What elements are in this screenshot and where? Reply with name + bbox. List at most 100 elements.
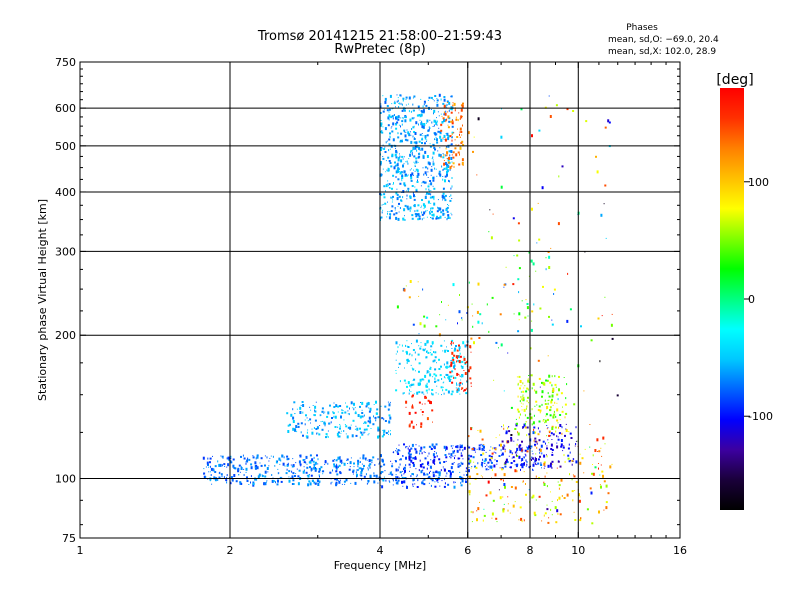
chart-title: Tromsø 20141215 21:58:00–21:59:43: [257, 29, 502, 44]
data-point: [397, 217, 400, 221]
data-point: [416, 451, 417, 452]
data-point: [288, 476, 290, 478]
data-point: [530, 374, 533, 377]
data-point: [391, 155, 394, 158]
data-point: [446, 103, 448, 106]
data-point: [442, 187, 445, 190]
data-point: [217, 460, 219, 463]
data-point: [378, 463, 380, 465]
data-point: [407, 381, 410, 385]
data-point: [369, 463, 372, 466]
data-point: [425, 396, 427, 399]
data-point: [434, 132, 437, 136]
data-point: [451, 186, 453, 188]
data-point: [526, 450, 529, 453]
data-point: [406, 446, 408, 447]
data-point: [441, 138, 443, 141]
data-point: [403, 468, 404, 471]
data-point: [310, 422, 311, 424]
data-point: [240, 467, 243, 470]
data-point: [432, 99, 434, 100]
data-point: [387, 201, 388, 203]
data-point: [416, 213, 419, 216]
data-point: [603, 203, 605, 205]
data-point: [358, 467, 360, 470]
data-point: [418, 146, 421, 150]
data-point: [517, 431, 519, 434]
data-point: [495, 517, 498, 520]
data-point: [343, 480, 346, 483]
data-point: [469, 459, 472, 463]
data-point: [454, 455, 456, 457]
data-point: [417, 353, 420, 356]
data-point: [259, 462, 261, 464]
data-point: [417, 114, 419, 117]
data-point: [397, 132, 399, 135]
data-point: [526, 446, 529, 450]
data-point: [292, 408, 294, 411]
data-point: [434, 463, 436, 465]
data-point: [431, 166, 433, 168]
data-point: [388, 114, 391, 118]
data-point: [250, 466, 253, 470]
data-point: [532, 463, 535, 467]
data-point: [402, 108, 405, 111]
data-point: [219, 463, 222, 467]
data-point: [552, 404, 554, 406]
data-point: [477, 282, 480, 286]
data-point: [556, 393, 559, 396]
data-point: [243, 457, 246, 460]
data-point: [395, 450, 397, 452]
data-point: [470, 510, 472, 513]
data-point: [421, 142, 423, 144]
data-point: [472, 325, 474, 328]
data-point: [384, 151, 387, 153]
data-point: [520, 468, 521, 471]
data-point: [515, 454, 517, 457]
data-point: [383, 418, 385, 421]
data-point: [464, 362, 466, 364]
y-tick-label: 750: [55, 56, 76, 69]
data-point: [439, 485, 441, 487]
data-point: [203, 475, 206, 479]
data-point: [501, 454, 503, 456]
data-point: [423, 103, 425, 106]
data-point: [480, 454, 483, 456]
data-point: [460, 461, 462, 464]
data-point: [445, 209, 448, 211]
data-point: [369, 474, 372, 478]
data-point: [465, 387, 467, 390]
data-point: [446, 349, 448, 351]
data-point: [451, 119, 453, 122]
data-point: [424, 342, 427, 346]
data-point: [451, 381, 454, 384]
data-point: [404, 173, 407, 176]
data-point: [453, 451, 455, 453]
data-point: [316, 454, 318, 457]
data-point: [405, 285, 407, 287]
data-point: [405, 98, 407, 100]
data-point: [297, 475, 300, 478]
data-point: [388, 414, 391, 417]
data-point: [347, 426, 350, 429]
data-point: [402, 392, 404, 395]
data-point: [400, 117, 402, 119]
data-point: [394, 207, 396, 209]
data-point: [296, 431, 298, 433]
data-point: [408, 454, 411, 457]
data-point: [238, 474, 240, 475]
data-point: [327, 411, 330, 415]
data-point: [311, 480, 314, 482]
data-point: [437, 482, 439, 483]
data-point: [395, 212, 398, 215]
data-point: [403, 182, 406, 186]
data-point: [541, 520, 543, 522]
data-point: [428, 162, 431, 166]
data-point: [291, 465, 294, 468]
data-point: [419, 452, 421, 455]
data-point: [443, 113, 446, 116]
data-point: [539, 386, 541, 388]
data-point: [407, 174, 409, 176]
data-point: [564, 416, 566, 419]
data-point: [360, 431, 363, 434]
